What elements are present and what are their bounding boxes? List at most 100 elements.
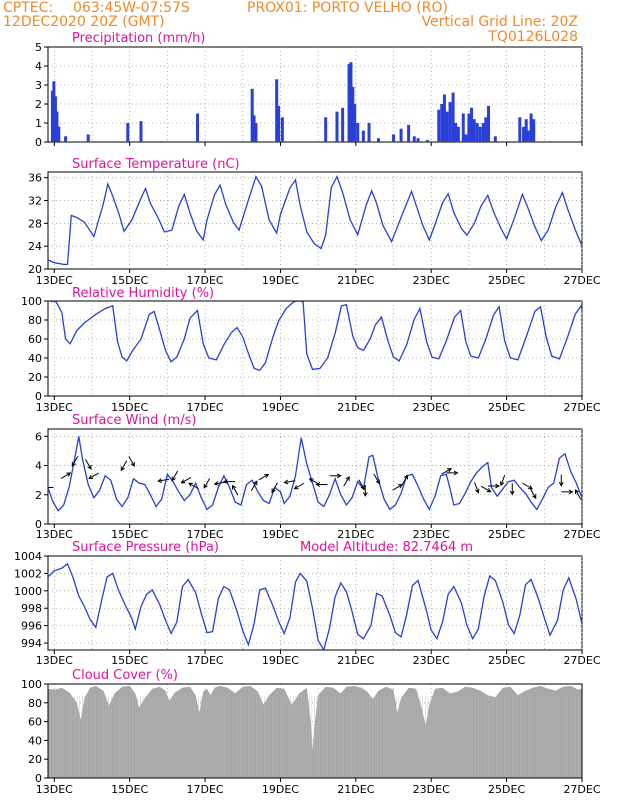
precip-bar	[252, 115, 256, 142]
rh-xtick-label: 27DEC	[563, 401, 600, 414]
wind-series-line	[48, 436, 582, 512]
precip-bar	[487, 105, 491, 142]
precip-bar	[475, 123, 479, 142]
cloud-ytick-label: 0	[35, 772, 42, 785]
wind-arrow	[561, 489, 574, 495]
precip-bar	[196, 113, 200, 142]
temp-xtick-label: 25DEC	[488, 274, 525, 287]
wind-arrow	[213, 481, 226, 486]
rh-xtick-label: 15DEC	[111, 401, 148, 414]
wind-arrow	[120, 460, 128, 472]
pressure-subtitle: Model Altitude: 82.7464 m	[300, 540, 473, 555]
wind-arrow	[529, 488, 537, 499]
temp-xtick-label: 13DEC	[36, 274, 73, 287]
precip-bar	[50, 90, 54, 142]
pressure-xtick-label: 25DEC	[488, 654, 525, 667]
wind-arrow	[180, 476, 192, 484]
precip-ytick-label: 0	[35, 136, 42, 149]
precip-bar	[275, 79, 279, 142]
pressure-ytick-label: 1004	[14, 550, 42, 563]
temp-xtick-label: 27DEC	[563, 274, 600, 287]
wind-xtick-label: 23DEC	[413, 528, 450, 541]
header-coordinates: 063:45W-07:57S	[73, 0, 190, 16]
precip-bar	[324, 117, 328, 142]
cloud-xtick-label: 23DEC	[413, 783, 450, 796]
wind-frame	[47, 428, 583, 525]
cloud-xtick-label: 25DEC	[488, 783, 525, 796]
precip-bar	[361, 130, 365, 142]
wind-arrow	[71, 456, 79, 467]
wind-xtick-label: 27DEC	[563, 528, 600, 541]
temp-xtick-label: 23DEC	[413, 274, 450, 287]
pressure-ytick-label: 998	[21, 602, 42, 615]
precip-bar	[250, 88, 254, 142]
wind-arrow	[223, 479, 236, 484]
header-vertical-grid: Vertical Grid Line: 20Z	[421, 14, 578, 30]
precip-bar	[437, 109, 441, 142]
header-station: PROX01: PORTO VELHO (RO)	[247, 0, 448, 16]
precip-bar	[416, 138, 420, 142]
precip-bar	[356, 123, 360, 142]
precip-ytick-label: 3	[35, 79, 42, 92]
cloud-ytick-label: 40	[28, 734, 42, 747]
temp-xtick-label: 17DEC	[187, 274, 224, 287]
wind-arrow	[487, 483, 500, 489]
cloud-ytick-label: 60	[28, 716, 42, 729]
precip-bar	[493, 136, 497, 142]
wind-arrow	[446, 470, 459, 476]
precip-bar	[467, 113, 471, 142]
wind-xtick-label: 19DEC	[262, 528, 299, 541]
rh-xtick-label: 23DEC	[413, 401, 450, 414]
wind-arrow	[392, 484, 403, 491]
wind-ytick-label: 6	[35, 430, 42, 443]
precip-bar	[280, 117, 284, 142]
rh-ytick-label: 20	[28, 371, 42, 384]
wind-arrow	[441, 468, 452, 475]
precip-ytick-label: 2	[35, 98, 42, 111]
rh-xtick-label: 17DEC	[187, 401, 224, 414]
precip-bar	[442, 94, 446, 142]
temp-series-line	[48, 174, 582, 266]
temp-title: Surface Temperature (nC)	[72, 157, 240, 172]
rh-xtick-label: 19DEC	[262, 401, 299, 414]
wind-arrow	[157, 478, 170, 483]
wind-xtick-label: 21DEC	[337, 528, 374, 541]
pressure-ytick-label: 994	[21, 637, 42, 650]
wind-arrow	[258, 473, 270, 481]
wind-arrow	[293, 482, 305, 490]
precip-bar	[529, 113, 533, 142]
pressure-xtick-label: 19DEC	[262, 654, 299, 667]
cloud-ytick-label: 20	[28, 753, 42, 766]
wind-ytick-label: 0	[35, 518, 42, 531]
precip-bar	[55, 111, 59, 142]
precip-title: Precipitation (mm/h)	[72, 31, 205, 46]
wind-arrow	[509, 483, 515, 496]
pressure-xtick-label: 23DEC	[413, 654, 450, 667]
temp-ytick-label: 32	[28, 195, 42, 208]
wind-arrow	[171, 470, 179, 482]
wind-arrow	[343, 475, 350, 487]
temp-ytick-label: 36	[28, 172, 42, 185]
wind-arrow	[373, 473, 380, 485]
pressure-ytick-label: 1002	[14, 567, 42, 580]
temp-ytick-label: 20	[28, 263, 42, 276]
precip-frame	[47, 46, 583, 143]
rh-xtick-label: 21DEC	[337, 401, 374, 414]
temp-frame	[47, 171, 583, 270]
precip-bar	[522, 126, 526, 142]
wind-arrow	[271, 482, 278, 494]
pressure-ytick-label: 996	[21, 620, 42, 633]
wind-arrow	[558, 474, 564, 487]
cloud-xtick-label: 19DEC	[262, 783, 299, 796]
precip-bar	[349, 62, 353, 143]
wind-xtick-label: 15DEC	[111, 528, 148, 541]
pressure-title: Surface Pressure (hPa)	[72, 540, 219, 555]
precip-bar	[57, 126, 61, 142]
precip-bar	[254, 123, 258, 142]
rh-ytick-label: 40	[28, 352, 42, 365]
pressure-series-line	[48, 562, 582, 650]
wind-arrow	[85, 459, 92, 470]
precip-bar	[481, 123, 485, 142]
pressure-xtick-label: 27DEC	[563, 654, 600, 667]
